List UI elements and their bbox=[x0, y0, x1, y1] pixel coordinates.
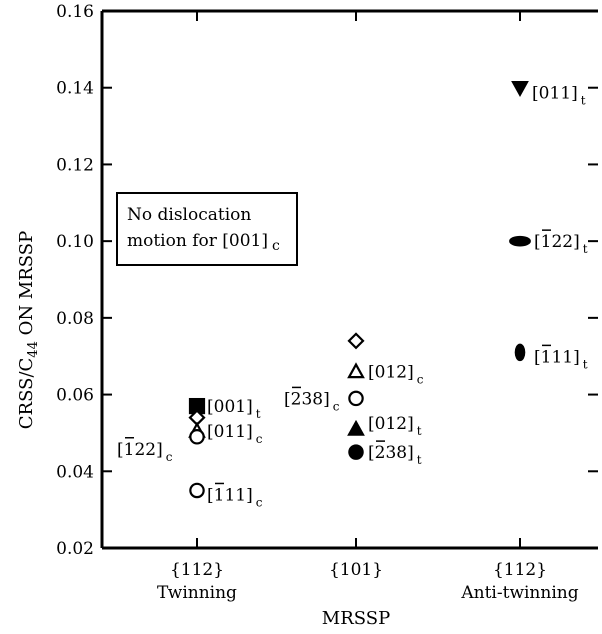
point-label: [238] t bbox=[368, 443, 422, 467]
point-label: [012] c bbox=[368, 363, 424, 387]
y-tick-label: 0.02 bbox=[56, 539, 94, 559]
point-label: [001] t bbox=[207, 397, 261, 421]
point-label: [122] t bbox=[534, 232, 588, 256]
point-label: [011] t bbox=[532, 84, 586, 108]
data-points bbox=[188, 81, 531, 499]
y-tick-label: 0.14 bbox=[56, 79, 94, 99]
x-tick-label: {112} bbox=[170, 560, 224, 580]
x-category-caption: Anti-twinning bbox=[460, 583, 578, 603]
point-ellipse-v bbox=[514, 343, 526, 362]
annotation-line2: motion for [001] c bbox=[127, 231, 280, 254]
x-axis-title: MRSSP bbox=[322, 608, 390, 629]
point-label: [011] c bbox=[207, 422, 263, 446]
x-category-caption: Twinning bbox=[157, 583, 237, 603]
point-label: [122] c bbox=[117, 440, 173, 464]
y-tick-label: 0.16 bbox=[56, 2, 94, 22]
annotation-frame bbox=[116, 192, 298, 266]
y-ticks: 0.02 0.04 0.06 0.08 0.10 0.12 0.14 0.16 bbox=[56, 2, 598, 559]
point-label: [111] c bbox=[207, 485, 263, 509]
y-tick-label: 0.04 bbox=[56, 462, 94, 482]
x-tick-label: {112} bbox=[493, 560, 547, 580]
y-axis-title: CRSS/C44 ON MRSSP bbox=[16, 231, 41, 429]
annotation-line1: No dislocation bbox=[127, 205, 251, 225]
point-circle bbox=[348, 444, 364, 460]
point-triangle bbox=[347, 362, 365, 379]
point-circle bbox=[348, 390, 364, 407]
point-diamond bbox=[347, 332, 365, 350]
point-ellipse bbox=[509, 235, 531, 247]
point-label: [012] t bbox=[368, 414, 422, 438]
point-circle bbox=[189, 482, 205, 499]
y-tick-label: 0.12 bbox=[56, 155, 94, 175]
point-label: [238] c bbox=[284, 389, 340, 413]
point-labels: [001] t[011] c [122] c [111] c [012] c [238] c [012… bbox=[117, 84, 588, 510]
x-ticks: {112} Twinning {101} {112} Anti-twinning bbox=[157, 11, 579, 603]
point-label: [111] t bbox=[534, 347, 588, 371]
point-triangle bbox=[347, 419, 365, 436]
y-tick-label: 0.06 bbox=[56, 386, 94, 406]
x-tick-label: {101} bbox=[329, 560, 383, 580]
point-circle bbox=[189, 429, 205, 445]
annotation-box: No dislocation motion for [001] c bbox=[116, 192, 298, 266]
axes bbox=[100, 9, 598, 550]
y-tick-label: 0.10 bbox=[56, 232, 94, 252]
y-tick-label: 0.08 bbox=[56, 309, 94, 329]
point-triangle-down bbox=[511, 81, 529, 97]
